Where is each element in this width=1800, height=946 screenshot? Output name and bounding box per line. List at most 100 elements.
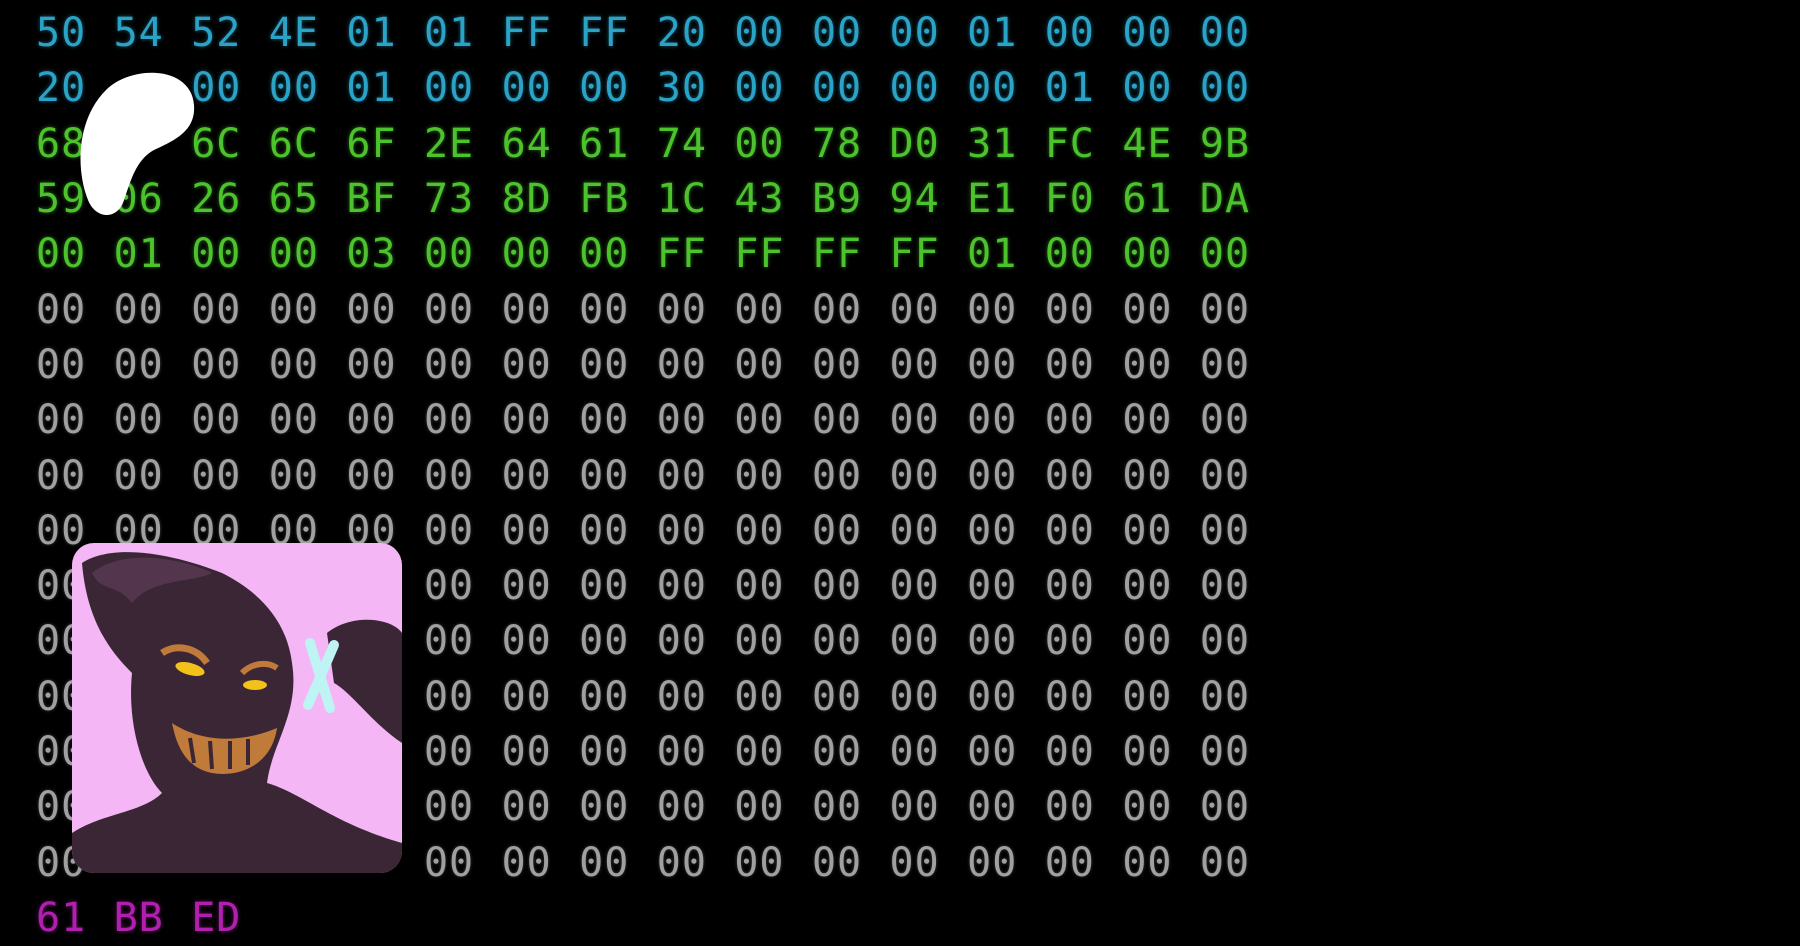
hex-byte: 00: [1122, 673, 1173, 720]
hex-byte: 61: [579, 120, 630, 167]
hex-byte: 26: [191, 176, 242, 223]
hex-byte: 00: [501, 286, 552, 333]
hex-byte: 00: [1122, 341, 1173, 388]
hex-byte: 00: [1044, 341, 1095, 388]
hex-byte: 00: [734, 10, 785, 57]
hex-byte: 00: [1122, 231, 1173, 278]
hex-byte: 00: [1044, 618, 1095, 665]
hex-byte: 00: [811, 65, 863, 112]
hex-byte: 00: [656, 286, 707, 333]
hex-byte: 00: [268, 452, 319, 499]
hex-byte: 00: [1122, 65, 1173, 112]
hex-row-zero: 00 00 00 00 00 00 00 00 00 00 00 00 00 00 00 00: [36, 282, 1278, 337]
character-avatar-image: [72, 543, 402, 873]
hex-byte: 30: [656, 65, 707, 112]
hex-row-data: 59 06 26 65 BF 73 8D FB 1C 43 B9 94 E1 F0 61 DA: [36, 172, 1278, 227]
hex-byte: 01: [967, 231, 1018, 278]
hex-byte: 00: [1199, 65, 1251, 112]
hex-byte: 00: [346, 286, 397, 333]
hex-byte: 00: [656, 673, 707, 720]
hex-byte: 00: [423, 452, 475, 499]
hex-byte: 00: [1122, 507, 1173, 554]
hex-byte: 00: [501, 452, 552, 499]
hex-byte: 00: [889, 784, 940, 831]
hex-byte: 00: [811, 673, 863, 720]
hex-byte: 00: [501, 618, 552, 665]
hex-row-data: 00 01 00 00 03 00 00 00 FF FF FF FF 01 00 00 00: [36, 227, 1278, 282]
hex-byte: FF: [656, 231, 707, 278]
hex-byte: 00: [1122, 397, 1173, 444]
hex-byte: 6C: [268, 120, 319, 167]
hex-byte: 00: [268, 341, 319, 388]
hex-byte: 00: [423, 65, 475, 112]
hex-byte: 00: [967, 397, 1018, 444]
hex-byte: 00: [36, 507, 87, 554]
hex-byte: 00: [967, 341, 1018, 388]
hex-byte: 00: [811, 286, 863, 333]
hex-byte: F0: [1044, 176, 1095, 223]
hex-byte: 31: [967, 120, 1018, 167]
hex-row-header: 50 54 52 4E 01 01 FF FF 20 00 00 00 01 00 00 00: [36, 6, 1278, 61]
hex-byte: D0: [889, 120, 940, 167]
hex-byte: 00: [734, 618, 785, 665]
hex-row-zero: 00 00 00 00 00 00 00 00 00 00 00 00: [36, 835, 1278, 890]
hex-byte: 00: [1199, 618, 1251, 665]
hex-byte: 00: [501, 397, 552, 444]
hex-byte: 00: [967, 563, 1018, 610]
hex-byte: 54: [113, 10, 164, 57]
hex-row-zero: 00 00 00 00 00 00 00 00 00 00 00 00: [36, 780, 1278, 835]
hex-byte: 00: [656, 341, 707, 388]
hex-byte: 74: [656, 120, 707, 167]
hex-byte: 00: [811, 397, 863, 444]
hex-byte: 00: [811, 563, 863, 610]
hex-byte: 00: [1122, 729, 1173, 775]
hex-byte: 00: [1122, 452, 1173, 499]
hex-byte: 00: [1199, 507, 1251, 554]
hex-byte: 00: [1044, 507, 1095, 554]
hex-byte: 00: [346, 397, 397, 444]
hex-byte: 00: [501, 673, 552, 720]
hex-byte: 01: [346, 65, 397, 112]
hex-byte: 00: [579, 231, 630, 278]
hex-byte: 00: [889, 563, 940, 610]
hex-byte: 9B: [1199, 120, 1251, 167]
hex-byte: 61: [1122, 176, 1173, 223]
hex-byte: 03: [346, 231, 397, 278]
hex-byte: 00: [579, 452, 630, 499]
hex-byte: 00: [1199, 784, 1251, 831]
hex-byte: 00: [113, 341, 164, 388]
hex-byte: 00: [1044, 673, 1095, 720]
hex-byte: 00: [967, 618, 1018, 665]
hex-byte: 00: [1044, 452, 1095, 499]
hex-byte: 52: [191, 10, 242, 57]
hex-byte: FF: [889, 231, 940, 278]
hex-byte: 00: [1199, 729, 1251, 775]
hex-byte: 00: [889, 341, 940, 388]
hex-byte: 00: [423, 673, 475, 720]
hex-byte: 00: [423, 286, 475, 333]
hex-row-zero: 00 00 00 00 00 00 00 00 00 00 00 00: [36, 614, 1278, 669]
hex-byte: 00: [734, 286, 785, 333]
hex-byte: 00: [113, 452, 164, 499]
hex-byte: 00: [1122, 10, 1173, 57]
hex-byte: FC: [1044, 120, 1095, 167]
hex-byte: FF: [501, 10, 552, 57]
hex-byte: 00: [113, 286, 164, 333]
hex-byte: 01: [423, 10, 475, 57]
hex-byte: 00: [579, 286, 630, 333]
hex-byte: 00: [889, 10, 940, 57]
hex-byte: 00: [889, 729, 940, 775]
hex-byte: 00: [656, 563, 707, 610]
hex-byte: 68: [36, 120, 87, 167]
hex-byte: 00: [501, 563, 552, 610]
hex-byte: 50: [36, 10, 87, 57]
hex-byte: 00: [501, 839, 552, 886]
hex-byte: 00: [579, 618, 630, 665]
hex-byte: 00: [579, 341, 630, 388]
hex-byte: 00: [811, 341, 863, 388]
hex-row-data: 68 6C 6C 6F 2E 64 61 74 00 78 D0 31 FC 4E 9B: [36, 117, 1278, 172]
hex-byte: 00: [1199, 673, 1251, 720]
hex-byte: 00: [501, 341, 552, 388]
hex-byte: 00: [734, 341, 785, 388]
hex-byte: 00: [1122, 563, 1173, 610]
